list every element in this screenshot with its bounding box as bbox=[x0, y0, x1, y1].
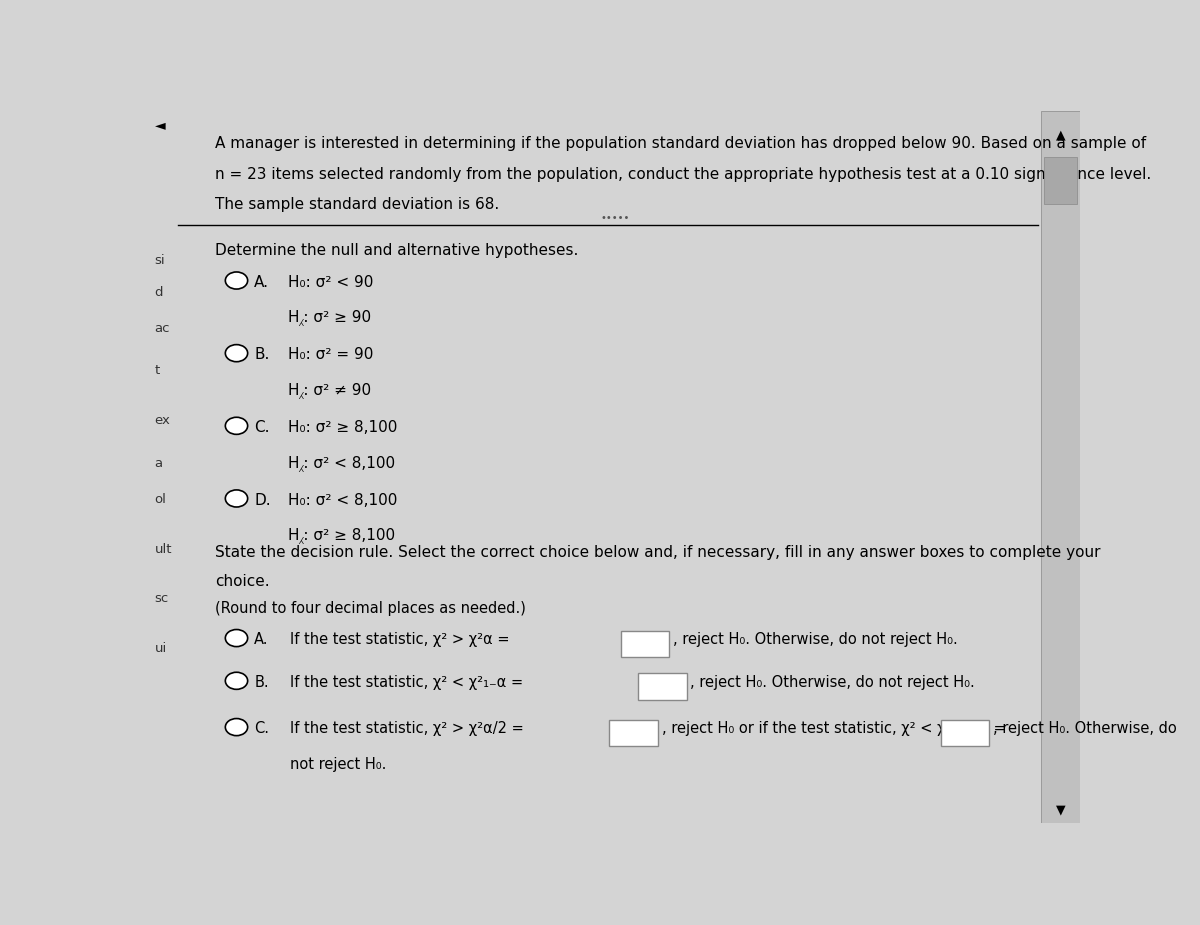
Text: (Round to four decimal places as needed.): (Round to four decimal places as needed.… bbox=[215, 601, 526, 616]
Text: , reject H₀. Otherwise, do: , reject H₀. Otherwise, do bbox=[992, 722, 1176, 736]
Circle shape bbox=[226, 672, 247, 689]
Text: ◄: ◄ bbox=[155, 118, 166, 132]
Text: n = 23 items selected randomly from the population, conduct the appropriate hypo: n = 23 items selected randomly from the … bbox=[215, 166, 1151, 181]
Text: B.: B. bbox=[254, 675, 269, 690]
Text: A.: A. bbox=[254, 633, 269, 648]
Text: t: t bbox=[155, 364, 160, 377]
Text: ex: ex bbox=[155, 414, 170, 427]
Text: H₀: σ² = 90: H₀: σ² = 90 bbox=[288, 348, 373, 363]
Text: ac: ac bbox=[155, 322, 170, 335]
Text: ▼: ▼ bbox=[1056, 803, 1066, 816]
Text: A manager is interested in determining if the population standard deviation has : A manager is interested in determining i… bbox=[215, 136, 1146, 151]
Circle shape bbox=[226, 630, 247, 647]
Text: A.: A. bbox=[254, 275, 269, 290]
Text: sc: sc bbox=[155, 592, 169, 605]
Text: d: d bbox=[155, 286, 163, 299]
Text: H₀: σ² < 90: H₀: σ² < 90 bbox=[288, 275, 373, 290]
Text: H⁁: σ² ≥ 90: H⁁: σ² ≥ 90 bbox=[288, 311, 371, 327]
Text: H⁁: σ² ≠ 90: H⁁: σ² ≠ 90 bbox=[288, 383, 371, 399]
Circle shape bbox=[226, 272, 247, 289]
FancyBboxPatch shape bbox=[941, 720, 989, 746]
Text: C.: C. bbox=[254, 722, 269, 736]
FancyBboxPatch shape bbox=[638, 673, 686, 699]
Text: , reject H₀. Otherwise, do not reject H₀.: , reject H₀. Otherwise, do not reject H₀… bbox=[673, 633, 958, 648]
Text: C.: C. bbox=[254, 420, 270, 435]
Circle shape bbox=[226, 417, 247, 435]
Text: •••••: ••••• bbox=[600, 213, 630, 223]
Text: If the test statistic, χ² > χ²α =: If the test statistic, χ² > χ²α = bbox=[289, 633, 509, 648]
Text: The sample standard deviation is 68.: The sample standard deviation is 68. bbox=[215, 197, 499, 212]
Text: B.: B. bbox=[254, 348, 270, 363]
FancyBboxPatch shape bbox=[1040, 111, 1080, 823]
Text: If the test statistic, χ² > χ²α/2 =: If the test statistic, χ² > χ²α/2 = bbox=[289, 722, 523, 736]
Text: , reject H₀. Otherwise, do not reject H₀.: , reject H₀. Otherwise, do not reject H₀… bbox=[690, 675, 976, 690]
Text: si: si bbox=[155, 254, 166, 267]
Text: ol: ol bbox=[155, 493, 167, 506]
Text: H₀: σ² ≥ 8,100: H₀: σ² ≥ 8,100 bbox=[288, 420, 397, 435]
Text: not reject H₀.: not reject H₀. bbox=[289, 757, 386, 772]
Text: choice.: choice. bbox=[215, 574, 270, 589]
Text: , reject H₀ or if the test statistic, χ² < χ²₁₋α/2 =: , reject H₀ or if the test statistic, χ²… bbox=[661, 722, 1006, 736]
Circle shape bbox=[226, 345, 247, 362]
Text: State the decision rule. Select the correct choice below and, if necessary, fill: State the decision rule. Select the corr… bbox=[215, 546, 1100, 561]
FancyBboxPatch shape bbox=[610, 720, 658, 746]
Text: If the test statistic, χ² < χ²₁₋α =: If the test statistic, χ² < χ²₁₋α = bbox=[289, 675, 523, 690]
Text: H⁁: σ² < 8,100: H⁁: σ² < 8,100 bbox=[288, 456, 395, 472]
Text: a: a bbox=[155, 457, 163, 470]
Text: ▲: ▲ bbox=[1056, 129, 1066, 142]
Circle shape bbox=[226, 490, 247, 507]
Text: H⁁: σ² ≥ 8,100: H⁁: σ² ≥ 8,100 bbox=[288, 528, 395, 545]
Text: ult: ult bbox=[155, 543, 172, 556]
Circle shape bbox=[226, 719, 247, 735]
FancyBboxPatch shape bbox=[620, 631, 668, 657]
Text: D.: D. bbox=[254, 493, 271, 508]
Text: H₀: σ² < 8,100: H₀: σ² < 8,100 bbox=[288, 493, 397, 508]
Text: Determine the null and alternative hypotheses.: Determine the null and alternative hypot… bbox=[215, 242, 578, 258]
Text: ui: ui bbox=[155, 642, 167, 655]
FancyBboxPatch shape bbox=[1044, 157, 1078, 204]
